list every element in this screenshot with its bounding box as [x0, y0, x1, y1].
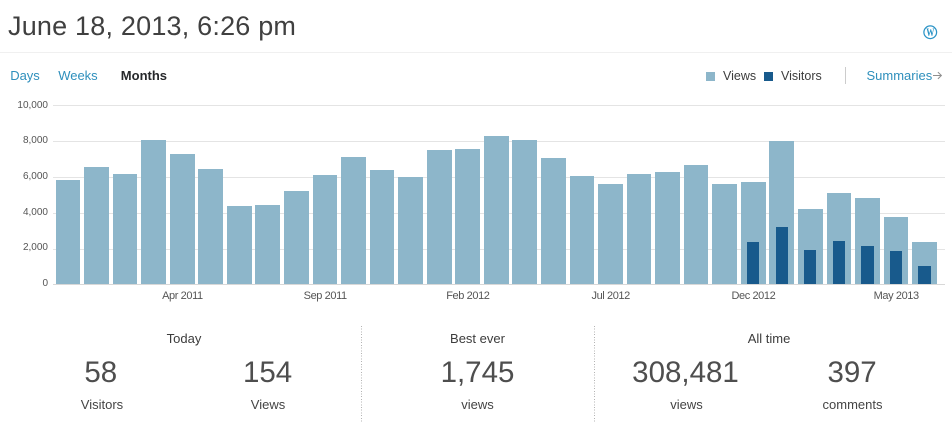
svg-text:W: W [926, 26, 935, 39]
